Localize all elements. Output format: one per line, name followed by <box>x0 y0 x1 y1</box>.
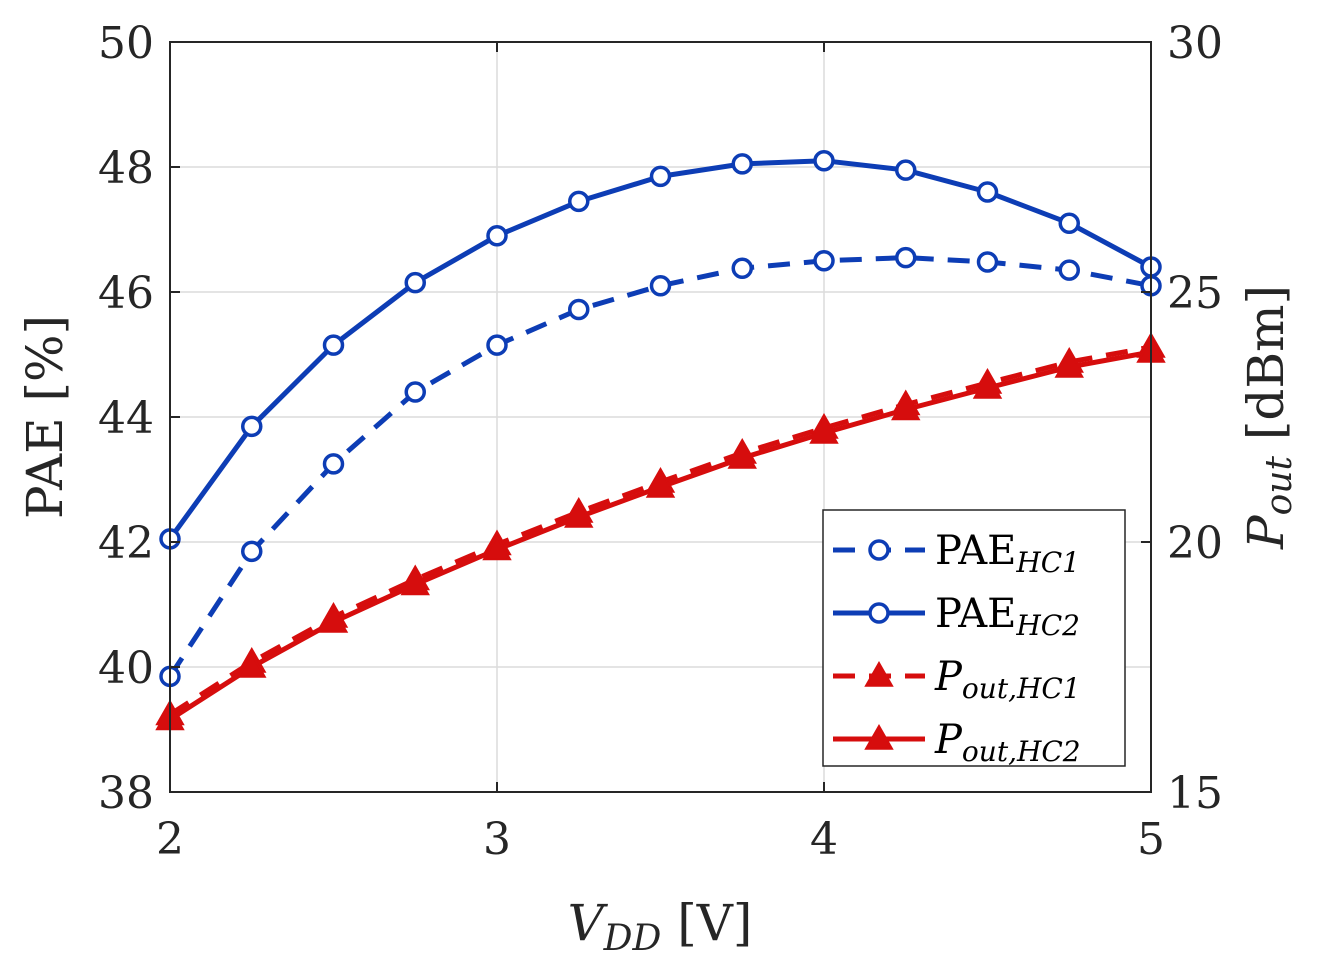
data-point <box>568 298 590 321</box>
data-point <box>813 250 835 272</box>
legend-entry-pout-hc2: Pout,HC2 <box>833 717 1081 768</box>
data-point <box>237 651 267 678</box>
data-point <box>1058 259 1080 281</box>
y-axis-right-label-main: P <box>1237 514 1295 550</box>
data-point <box>1054 351 1084 378</box>
x-tick-label: 5 <box>1137 814 1165 865</box>
data-point <box>482 534 512 561</box>
x-tick-label: 4 <box>810 814 838 865</box>
data-point <box>731 257 753 279</box>
data-point <box>895 246 917 269</box>
data-point <box>1058 212 1080 234</box>
data-point <box>645 471 676 498</box>
legend-label-main: PAE <box>935 528 1016 574</box>
data-point <box>649 275 672 297</box>
data-point <box>404 381 426 403</box>
y-left-tick-label: 42 <box>98 518 154 569</box>
data-point <box>322 453 345 475</box>
data-point <box>241 540 263 563</box>
legend-entry-pae-hc1: PAEHC1 <box>833 528 1080 579</box>
y-axis-left-label: PAE [%] <box>16 315 74 519</box>
y-left-tick-label: 40 <box>98 643 154 694</box>
data-point <box>895 159 917 181</box>
legend-label: Pout,HC2 <box>934 717 1081 768</box>
y-right-tick-label: 20 <box>1167 518 1223 569</box>
data-point <box>318 606 349 633</box>
legend-label-sub: out,HC1 <box>962 672 1081 705</box>
data-point <box>322 334 345 356</box>
x-tick-label: 3 <box>483 814 511 865</box>
legend-label-sub: out,HC2 <box>962 735 1081 768</box>
data-point <box>568 190 590 213</box>
data-point <box>976 251 999 273</box>
x-axis-label-main: V <box>568 894 609 952</box>
legend-entry-pout-hc1: Pout,HC1 <box>833 654 1081 705</box>
data-point <box>891 394 921 421</box>
legend-label-main: PAE <box>935 591 1016 637</box>
legend-marker <box>868 602 890 624</box>
legend-label: PAEHC2 <box>935 591 1080 642</box>
y-right-tick-label: 30 <box>1167 18 1223 69</box>
x-tick-label: 2 <box>156 814 184 865</box>
y-left-tick-label: 44 <box>98 393 154 444</box>
y-left-tick-label: 46 <box>98 268 154 319</box>
y-right-tick-label: 25 <box>1167 268 1223 319</box>
data-point <box>649 165 672 188</box>
data-point <box>486 334 508 356</box>
legend-marker <box>868 539 890 561</box>
y-left-tick-label: 48 <box>98 143 154 194</box>
data-point <box>241 415 263 438</box>
series-pae-hc1 <box>159 246 1162 688</box>
y-right-tick-label: 15 <box>1167 768 1223 819</box>
data-point <box>972 372 1003 399</box>
y-left-tick-label: 50 <box>98 18 154 69</box>
data-point <box>809 417 839 444</box>
data-point <box>404 271 426 294</box>
x-axis-label-unit: [V] <box>661 894 752 952</box>
legend-label: Pout,HC1 <box>934 654 1081 705</box>
legend-marker <box>864 723 894 750</box>
legend-marker <box>864 660 894 687</box>
legend-entry-pae-hc2: PAEHC2 <box>833 591 1080 642</box>
legend-label-sub: HC1 <box>1015 546 1080 579</box>
data-point <box>564 501 594 528</box>
y-axis-right-label-unit: [dBm] <box>1237 285 1295 456</box>
data-point <box>731 153 753 175</box>
x-axis-label-sub: DD <box>603 918 662 959</box>
tick-layer: 2 3 4 5 38 40 42 44 46 48 50 15 20 25 30 <box>98 18 1223 865</box>
data-point <box>486 225 508 247</box>
y-left-tick-label: 38 <box>98 768 154 819</box>
legend-label: PAEHC1 <box>935 528 1080 579</box>
data-point <box>813 150 835 172</box>
data-point <box>727 442 757 469</box>
y-axis-right-label: Pout [dBm] <box>1237 285 1300 550</box>
legend-label-main: P <box>934 717 963 763</box>
legend-label-main: P <box>934 654 963 700</box>
legend-label-sub: HC2 <box>1015 609 1080 642</box>
data-point <box>400 569 430 596</box>
data-point <box>976 181 999 203</box>
x-axis-label: VDD [V] <box>568 894 753 959</box>
y-axis-right-label-sub: out <box>1259 456 1300 516</box>
